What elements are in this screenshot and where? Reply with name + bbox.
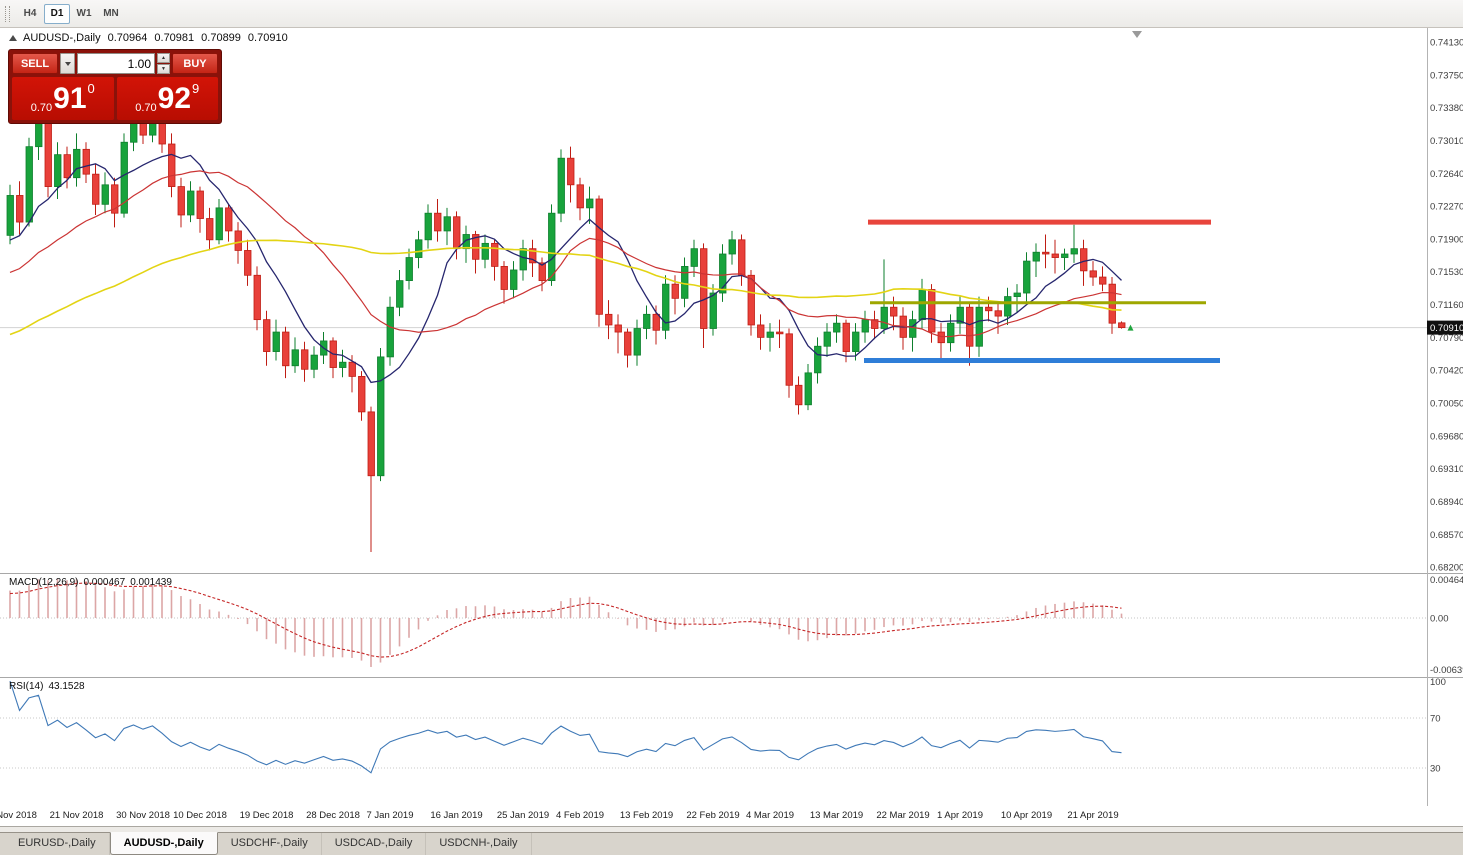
svg-text:0.71530: 0.71530 (1430, 267, 1463, 278)
svg-text:100: 100 (1430, 677, 1446, 688)
date-label: 16 Jan 2019 (430, 810, 483, 821)
svg-text:0.72270: 0.72270 (1430, 202, 1463, 213)
svg-text:0.74130: 0.74130 (1430, 38, 1463, 49)
date-label: 13 Mar 2019 (809, 810, 864, 821)
svg-text:0.72640: 0.72640 (1430, 169, 1463, 180)
one-click-trading-panel: SELL ▲ ▼ BUY 0.70 91 0 0.70 (8, 49, 222, 124)
chart-tab-bar: EURUSD-,Daily AUDUSD-,Daily USDCHF-,Dail… (0, 832, 1463, 855)
macd-main-value: 0.000467 (83, 577, 126, 588)
macd-signal-value: 0.001439 (130, 577, 172, 588)
date-label: 21 Nov 2018 (49, 810, 104, 821)
spinner-up-icon[interactable]: ▲ (157, 53, 170, 63)
chart-low-value: 0.70899 (201, 32, 241, 44)
svg-text:0.69680: 0.69680 (1430, 431, 1463, 442)
date-label: 4 Mar 2019 (745, 810, 795, 821)
sell-price-base: 0.70 (30, 102, 53, 114)
svg-text:0.71160: 0.71160 (1430, 300, 1463, 311)
svg-text:0.68570: 0.68570 (1430, 530, 1463, 541)
svg-text:30: 30 (1430, 764, 1441, 775)
tab-eurusd[interactable]: EURUSD-,Daily (5, 833, 110, 855)
rsi-name: RSI(14) (9, 681, 44, 692)
date-label: 19 Dec 2018 (239, 810, 294, 821)
trade-controls-row: SELL ▲ ▼ BUY (12, 53, 218, 74)
volume-dropdown[interactable] (60, 53, 75, 74)
date-label: 10 Apr 2019 (1000, 810, 1053, 821)
buy-price-sup: 9 (192, 81, 200, 96)
svg-text:0.70050: 0.70050 (1430, 399, 1463, 410)
sell-button[interactable]: SELL (12, 53, 58, 74)
date-label: 13 Feb 2019 (619, 810, 674, 821)
sell-price-big: 91 (53, 81, 87, 115)
date-label: 4 Feb 2019 (555, 810, 605, 821)
svg-text:0.68940: 0.68940 (1430, 497, 1463, 508)
buy-button[interactable]: BUY (172, 53, 218, 74)
toolbar-grip[interactable] (5, 5, 10, 22)
sell-price-box[interactable]: 0.70 91 0 (12, 77, 114, 120)
chart-close-value: 0.70910 (247, 32, 288, 44)
macd-panel[interactable]: 0.0046496 0.00 -0.0063930 (0, 573, 1463, 677)
macd-name: MACD(12,26,9) (9, 577, 79, 588)
timeframe-w1-button[interactable]: W1 (71, 4, 97, 24)
svg-text:0.69310: 0.69310 (1430, 464, 1463, 475)
svg-text:0.73010: 0.73010 (1430, 136, 1463, 147)
svg-text:0.68200: 0.68200 (1430, 563, 1463, 573)
svg-text:0.0046496: 0.0046496 (1430, 575, 1463, 586)
rsi-value: 43.1528 (48, 681, 85, 692)
buy-price-big: 92 (157, 81, 192, 115)
date-label: 21 Apr 2019 (1067, 810, 1119, 821)
svg-text:0.73750: 0.73750 (1430, 70, 1463, 81)
volume-spinner[interactable]: ▲ ▼ (157, 53, 170, 74)
chart-open-value: 0.70964 (107, 32, 148, 44)
svg-text:-0.0063930: -0.0063930 (1430, 665, 1463, 676)
timeframe-mn-button[interactable]: MN (98, 4, 124, 24)
chart-symbol-label: AUDUSD-,Daily (23, 32, 101, 44)
price-chart[interactable]: 0.74130 0.73750 0.73380 0.73010 0.72640 0.722… (0, 28, 1463, 573)
date-label: 10 Dec 2018 (173, 810, 227, 821)
tab-usdcad[interactable]: USDCAD-,Daily (322, 833, 427, 855)
trade-quotes-row: 0.70 91 0 0.70 92 9 (12, 77, 218, 120)
horizontal-scrollbar[interactable] (0, 826, 1463, 832)
timeframe-d1-button[interactable]: D1 (44, 3, 70, 24)
buy-price-box[interactable]: 0.70 92 9 (116, 77, 218, 120)
sell-price-sup: 0 (87, 81, 95, 96)
svg-text:0.00: 0.00 (1430, 613, 1449, 624)
tab-usdchf[interactable]: USDCHF-,Daily (218, 833, 322, 855)
tab-audusd[interactable]: AUDUSD-,Daily (109, 832, 218, 855)
date-label: 7 Jan 2019 (366, 810, 414, 821)
date-label: 22 Mar 2019 (876, 810, 930, 821)
svg-text:0.70790: 0.70790 (1430, 333, 1463, 344)
svg-text:0.71900: 0.71900 (1430, 234, 1463, 245)
date-label: 28 Dec 2018 (306, 810, 360, 821)
spinner-down-icon[interactable]: ▼ (157, 64, 170, 74)
volume-input[interactable] (77, 53, 155, 74)
chart-window: 0.74130 0.73750 0.73380 0.73010 0.72640 0.722… (0, 28, 1463, 832)
date-label: 30 Nov 2018 (116, 810, 170, 821)
rsi-panel[interactable]: 100 70 30 (0, 677, 1463, 806)
rsi-label: RSI(14) 43.1528 (9, 681, 90, 692)
chart-title: AUDUSD-,Daily 0.70964 0.70981 0.70899 0.… (9, 32, 288, 44)
macd-label: MACD(12,26,9) 0.000467 0.001439 (9, 577, 177, 588)
toolbar: H4 D1 W1 MN (0, 0, 1463, 28)
date-label: 12 Nov 2018 (0, 810, 37, 821)
date-label: 22 Feb 2019 (686, 810, 740, 821)
chevron-down-icon (64, 61, 71, 66)
date-label: 25 Jan 2019 (496, 810, 550, 821)
svg-text:70: 70 (1430, 714, 1441, 725)
current-price-badge (1427, 320, 1463, 335)
buy-price-base: 0.70 (135, 102, 157, 114)
tab-usdcnh[interactable]: USDCNH-,Daily (426, 833, 532, 855)
chart-high-value: 0.70981 (154, 32, 195, 44)
timeframe-h4-button[interactable]: H4 (17, 4, 43, 24)
svg-text:0.70420: 0.70420 (1430, 366, 1463, 377)
svg-text:0.70910: 0.70910 (1430, 323, 1463, 334)
svg-text:0.73380: 0.73380 (1430, 103, 1463, 114)
date-label: 1 Apr 2019 (937, 810, 983, 821)
one-click-collapse-icon[interactable] (9, 35, 17, 41)
